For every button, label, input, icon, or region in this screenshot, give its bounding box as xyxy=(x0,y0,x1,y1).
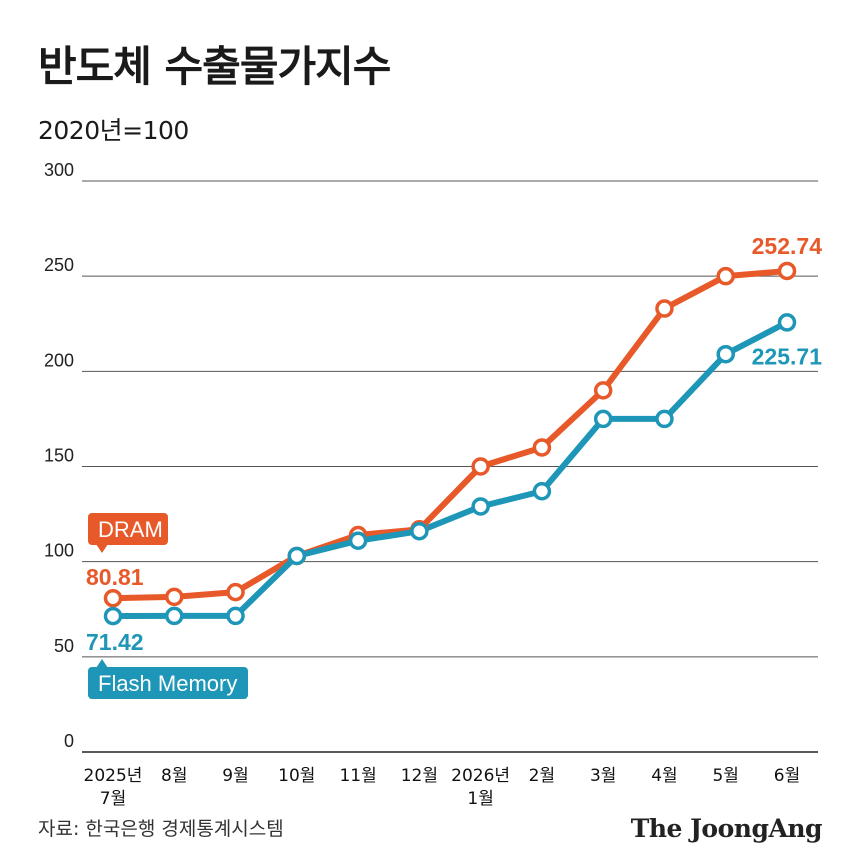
x-tick-label: 9월 xyxy=(222,766,248,786)
data-label: 71.42 xyxy=(86,629,144,655)
series-line xyxy=(110,267,790,602)
data-point xyxy=(226,582,245,602)
data-label: 225.71 xyxy=(752,343,823,369)
x-tick-label: 8월 xyxy=(161,766,187,786)
data-point xyxy=(716,266,735,286)
x-tick-label: 4월 xyxy=(651,766,677,786)
data-point xyxy=(471,497,490,516)
y-tick-label: 0 xyxy=(64,731,74,751)
brand-logo: The JoongAng xyxy=(630,814,823,843)
legend-label: Flash Memory xyxy=(98,671,237,696)
data-point xyxy=(103,588,123,608)
x-tick-label: 3월 xyxy=(590,766,616,786)
data-point xyxy=(165,587,184,607)
y-tick-label: 250 xyxy=(44,255,74,275)
data-point xyxy=(655,299,674,318)
data-point xyxy=(716,344,735,364)
y-tick-label: 200 xyxy=(44,350,74,370)
legend-pointer xyxy=(96,659,108,668)
data-point xyxy=(532,481,552,501)
x-tick-label: 2025년 7월 xyxy=(84,766,143,809)
data-point xyxy=(593,409,613,429)
data-point xyxy=(165,606,184,626)
x-tick-label: 11월 xyxy=(339,766,376,786)
x-tick-label: 2026년 1월 xyxy=(451,766,510,809)
series-line xyxy=(110,319,790,620)
legend-tag-box xyxy=(88,667,248,699)
data-point xyxy=(655,409,674,429)
data-point xyxy=(287,546,307,566)
source-note: 자료: 한국은행 경제통계시스템 xyxy=(38,818,284,840)
x-tick-label: 12월 xyxy=(401,766,438,786)
legend-tag: DRAM xyxy=(88,513,168,553)
data-point xyxy=(777,261,797,281)
label-layer: 80.81 71.42 252.74 225.71 DRAM Flash Memory xyxy=(86,233,822,699)
data-point xyxy=(103,606,123,626)
data-point xyxy=(593,381,613,400)
data-point xyxy=(226,606,245,626)
legend-tag-box xyxy=(88,513,168,545)
x-tick-label: 2월 xyxy=(529,766,555,786)
data-point xyxy=(532,438,552,457)
data-point xyxy=(777,313,797,332)
data-label: 252.74 xyxy=(752,233,823,259)
legend-pointer xyxy=(96,544,108,553)
data-point xyxy=(410,521,429,541)
data-point xyxy=(348,531,368,550)
legend-label: DRAM xyxy=(98,517,163,542)
y-tick-label: 300 xyxy=(44,160,74,180)
y-tick-label: 150 xyxy=(44,446,74,466)
legend-tag: Flash Memory xyxy=(88,659,248,699)
grid-layer: 0 50 100 150 200 250 300 2025년 7월 8월 9월 10월 11월 12월 20… xyxy=(44,160,818,809)
series-layer xyxy=(103,261,797,626)
data-label: 80.81 xyxy=(86,564,144,590)
x-tick-label: 6월 xyxy=(774,766,800,786)
data-point xyxy=(471,457,490,476)
chart-title: 반도체 수출물가지수 xyxy=(38,42,391,91)
y-tick-label: 100 xyxy=(44,541,74,561)
y-tick-label: 50 xyxy=(54,636,74,656)
x-tick-label: 5월 xyxy=(712,766,738,786)
chart-subtitle: 2020년=100 xyxy=(38,116,189,145)
x-tick-label: 10월 xyxy=(278,766,315,786)
